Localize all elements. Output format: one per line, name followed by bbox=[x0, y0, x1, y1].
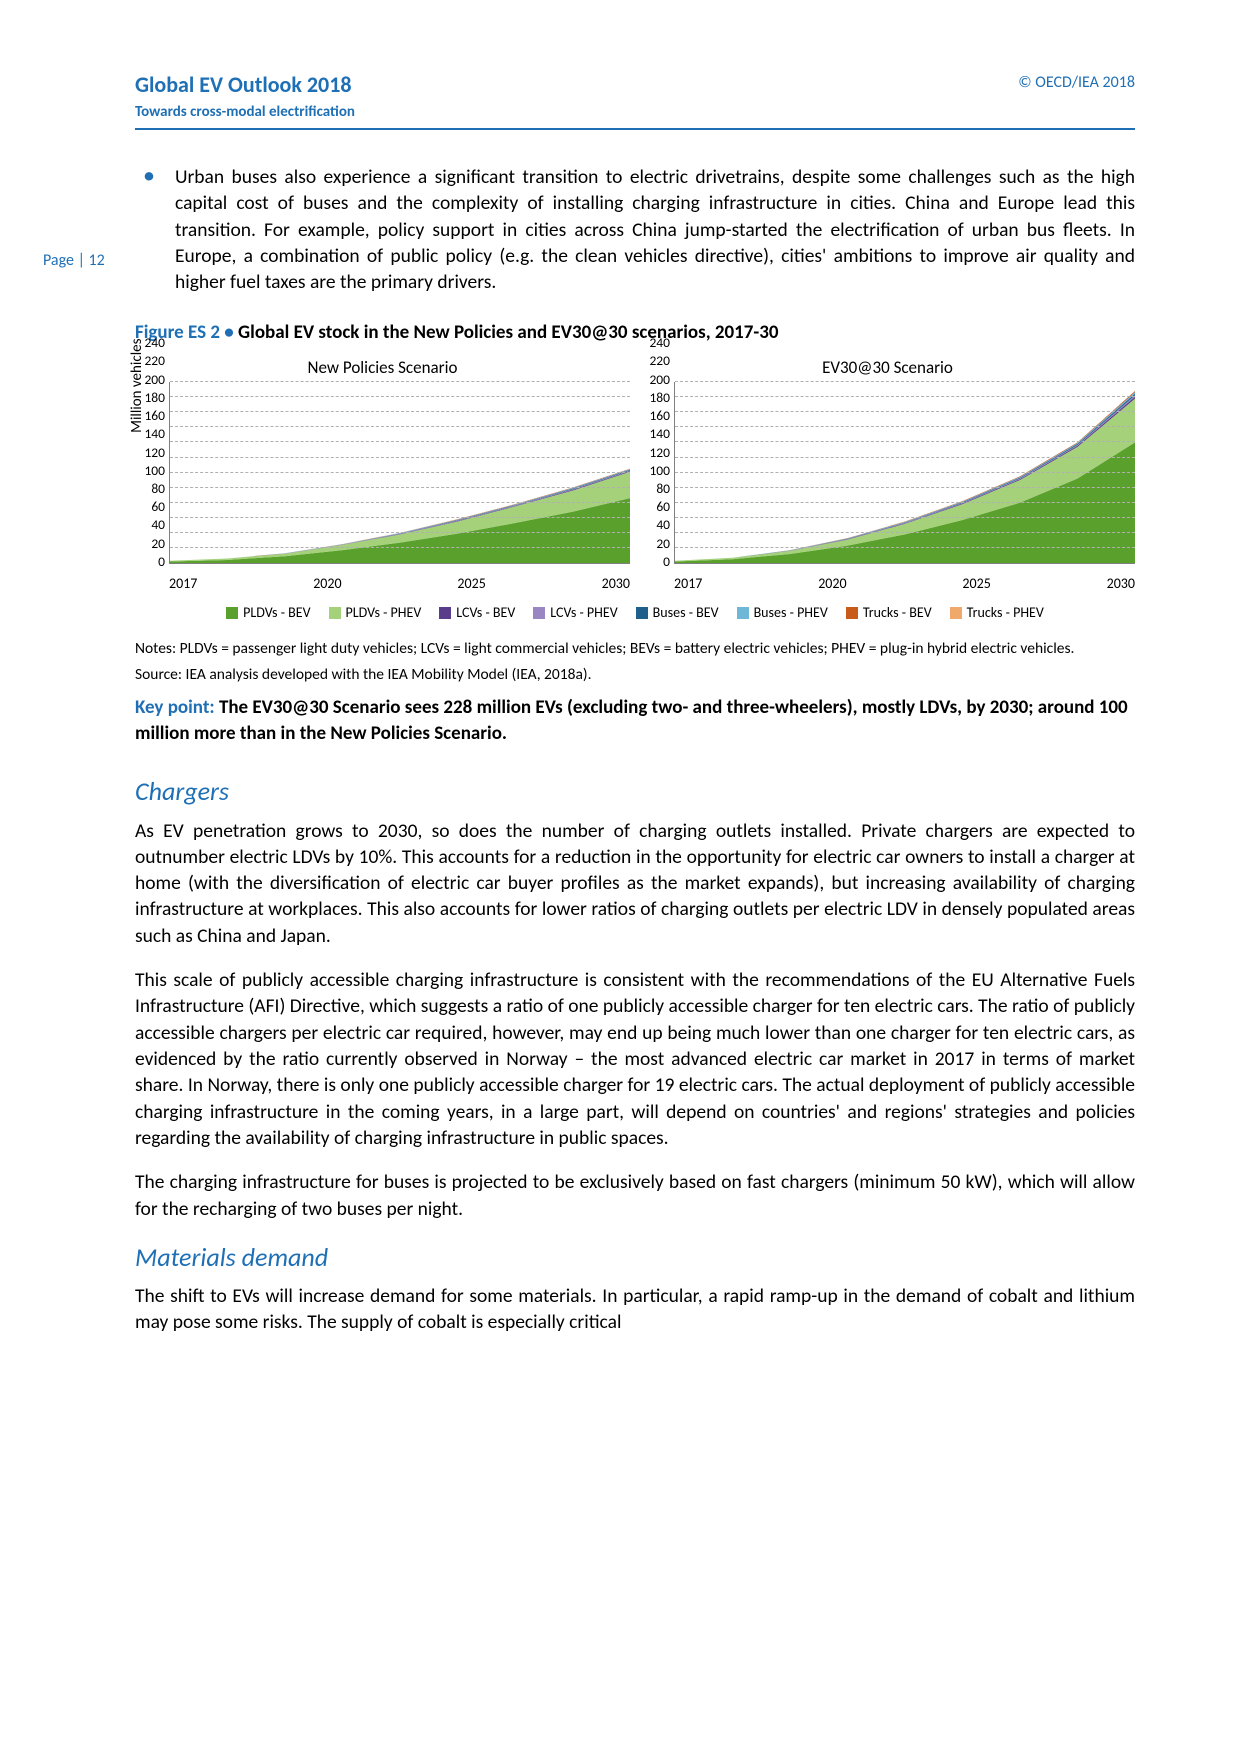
legend-label: Buses - PHEV bbox=[754, 604, 828, 623]
y-ticks: 020406080100120140160180200220240 bbox=[640, 375, 674, 571]
x-tick: 2017 bbox=[169, 575, 197, 594]
bullet-icon: • bbox=[135, 164, 175, 296]
legend-item: PLDVs - PHEV bbox=[329, 604, 422, 623]
x-tick: 2025 bbox=[962, 575, 990, 594]
legend-item: LCVs - PHEV bbox=[533, 604, 617, 623]
chart-title: New Policies Scenario bbox=[135, 357, 630, 380]
legend-label: Trucks - PHEV bbox=[967, 604, 1044, 623]
plot-area bbox=[674, 382, 1135, 564]
y-tick: 240 bbox=[640, 334, 670, 352]
figure-title: Global EV stock in the New Policies and … bbox=[238, 321, 778, 344]
figure-caption: Figure ES 2 • Global EV stock in the New… bbox=[135, 320, 1135, 346]
y-tick: 120 bbox=[135, 444, 165, 462]
y-tick: 160 bbox=[640, 407, 670, 425]
y-axis-label: Million vehicles bbox=[127, 339, 147, 433]
legend-label: LCVs - PHEV bbox=[550, 604, 617, 623]
legend-item: PLDVs - BEV bbox=[226, 604, 310, 623]
legend-swatch bbox=[737, 607, 749, 619]
legend-item: Buses - PHEV bbox=[737, 604, 828, 623]
y-tick: 40 bbox=[135, 516, 165, 534]
y-tick: 40 bbox=[640, 516, 670, 534]
chart-title: EV30@30 Scenario bbox=[640, 357, 1135, 380]
x-tick: 2017 bbox=[674, 575, 702, 594]
x-tick: 2030 bbox=[602, 575, 630, 594]
y-tick: 20 bbox=[640, 535, 670, 553]
chart-panel-ev30: EV30@30 Scenario 02040608010012014016018… bbox=[640, 357, 1135, 594]
plot-area bbox=[169, 382, 630, 564]
x-tick: 2020 bbox=[818, 575, 846, 594]
doc-title: Global EV Outlook 2018 bbox=[135, 70, 1135, 100]
page-header: Global EV Outlook 2018 © OECD/IEA 2018 T… bbox=[135, 70, 1135, 130]
key-point-text: The EV30@30 Scenario sees 228 million EV… bbox=[135, 696, 1128, 745]
key-point-label: Key point: bbox=[135, 696, 219, 719]
page-number: Page | 12 bbox=[43, 250, 105, 272]
x-tick: 2030 bbox=[1107, 575, 1135, 594]
legend-label: PLDVs - BEV bbox=[243, 604, 310, 623]
bullet-text: Urban buses also experience a significan… bbox=[175, 164, 1135, 296]
y-tick: 140 bbox=[640, 425, 670, 443]
key-point: Key point: The EV30@30 Scenario sees 228… bbox=[135, 695, 1135, 746]
y-tick: 180 bbox=[640, 389, 670, 407]
y-tick: 220 bbox=[640, 352, 670, 370]
body-paragraph: As EV penetration grows to 2030, so does… bbox=[135, 818, 1135, 950]
y-tick: 200 bbox=[640, 371, 670, 389]
legend-swatch bbox=[439, 607, 451, 619]
legend-swatch bbox=[533, 607, 545, 619]
legend-swatch bbox=[846, 607, 858, 619]
chart-panel-nps: New Policies Scenario Million vehicles 0… bbox=[135, 357, 630, 594]
body-paragraph: This scale of publicly accessible chargi… bbox=[135, 967, 1135, 1151]
legend-label: LCVs - BEV bbox=[456, 604, 515, 623]
legend-swatch bbox=[636, 607, 648, 619]
y-tick: 20 bbox=[135, 535, 165, 553]
figure-notes: Notes: PLDVs = passenger light duty vehi… bbox=[135, 639, 1135, 685]
source-text: Source: IEA analysis developed with the … bbox=[135, 665, 1135, 685]
legend-item: LCVs - BEV bbox=[439, 604, 515, 623]
header-rule bbox=[135, 128, 1135, 130]
body-paragraph: The shift to EVs will increase demand fo… bbox=[135, 1283, 1135, 1336]
bullet-item: • Urban buses also experience a signific… bbox=[135, 164, 1135, 296]
copyright: © OECD/IEA 2018 bbox=[1018, 72, 1135, 94]
legend-label: Buses - BEV bbox=[653, 604, 719, 623]
section-heading-materials: Materials demand bbox=[135, 1240, 1135, 1275]
y-tick: 120 bbox=[640, 444, 670, 462]
section-heading-chargers: Chargers bbox=[135, 774, 1135, 809]
legend-swatch bbox=[329, 607, 341, 619]
legend-swatch bbox=[950, 607, 962, 619]
legend-label: Trucks - BEV bbox=[863, 604, 932, 623]
charts-container: New Policies Scenario Million vehicles 0… bbox=[135, 357, 1135, 594]
notes-text: Notes: PLDVs = passenger light duty vehi… bbox=[135, 639, 1135, 659]
legend-item: Trucks - BEV bbox=[846, 604, 932, 623]
x-ticks: 2017 2020 2025 2030 bbox=[169, 575, 630, 594]
y-tick: 60 bbox=[135, 498, 165, 516]
y-tick: 100 bbox=[640, 462, 670, 480]
y-tick: 60 bbox=[640, 498, 670, 516]
x-tick: 2020 bbox=[313, 575, 341, 594]
y-tick: 100 bbox=[135, 462, 165, 480]
y-tick: 0 bbox=[135, 553, 165, 571]
legend-item: Buses - BEV bbox=[636, 604, 719, 623]
y-tick: 0 bbox=[640, 553, 670, 571]
doc-subtitle: Towards cross-modal electrification bbox=[135, 102, 1135, 122]
chart-legend: PLDVs - BEV PLDVs - PHEV LCVs - BEV LCVs - … bbox=[135, 604, 1135, 623]
legend-label: PLDVs - PHEV bbox=[346, 604, 422, 623]
body-paragraph: The charging infrastructure for buses is… bbox=[135, 1169, 1135, 1222]
x-ticks: 2017 2020 2025 2030 bbox=[674, 575, 1135, 594]
legend-swatch bbox=[226, 607, 238, 619]
legend-item: Trucks - PHEV bbox=[950, 604, 1044, 623]
y-tick: 80 bbox=[135, 480, 165, 498]
x-tick: 2025 bbox=[457, 575, 485, 594]
y-tick: 80 bbox=[640, 480, 670, 498]
